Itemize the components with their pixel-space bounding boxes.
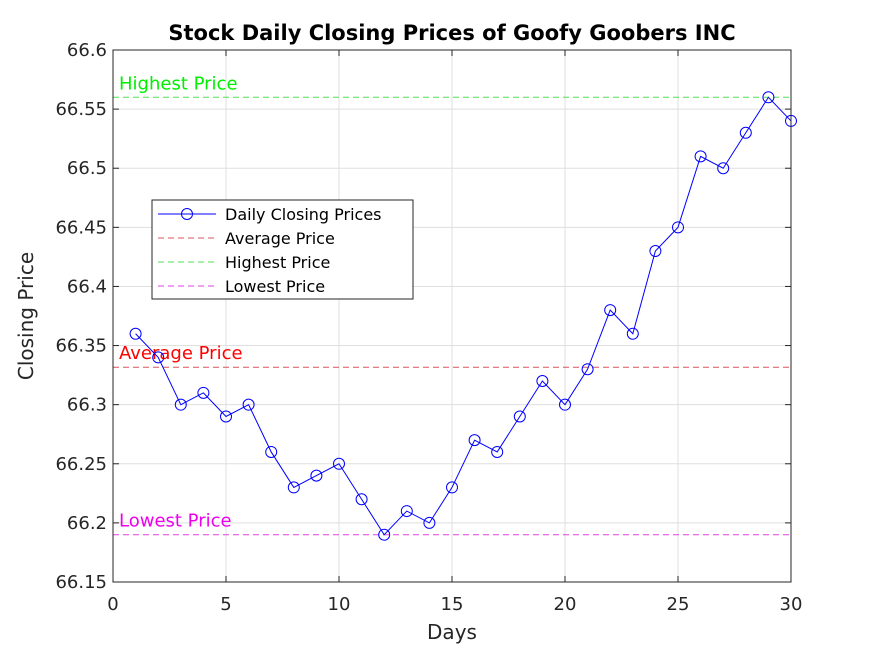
y-axis-label: Closing Price bbox=[14, 252, 38, 380]
chart-title: Stock Daily Closing Prices of Goofy Goob… bbox=[168, 21, 735, 45]
legend: Daily Closing Prices Average Price Highest… bbox=[151, 199, 414, 300]
average-price-annotation: Average Price bbox=[119, 343, 243, 364]
data-point bbox=[649, 244, 662, 257]
lowest-price-annotation: Lowest Price bbox=[119, 511, 232, 532]
data-point bbox=[626, 327, 639, 340]
data-point bbox=[287, 481, 300, 494]
y-tick-label: 66.45 bbox=[55, 217, 107, 238]
x-tick-label: 10 bbox=[328, 594, 351, 615]
data-point bbox=[513, 410, 526, 423]
data-point bbox=[559, 398, 571, 411]
data-point bbox=[536, 375, 549, 388]
data-point bbox=[423, 516, 436, 529]
data-point bbox=[152, 351, 165, 364]
legend-swatch-marker bbox=[181, 208, 193, 220]
legend-box bbox=[151, 199, 414, 300]
y-tick-label: 66.6 bbox=[67, 40, 107, 61]
data-point bbox=[174, 398, 187, 411]
y-tick-label: 66.15 bbox=[55, 572, 107, 593]
legend-label: Lowest Price bbox=[225, 277, 325, 296]
data-point bbox=[265, 445, 278, 458]
y-tick-label: 66.5 bbox=[67, 158, 107, 179]
y-tick-label: 66.25 bbox=[55, 454, 107, 475]
data-point bbox=[604, 304, 617, 317]
data-point bbox=[491, 445, 504, 458]
x-axis-label: Days bbox=[427, 620, 477, 644]
highest-price-annotation: Highest Price bbox=[119, 73, 238, 94]
data-point bbox=[242, 398, 255, 411]
y-tick-label: 66.2 bbox=[67, 513, 107, 534]
data-point bbox=[446, 481, 458, 494]
data-point bbox=[672, 221, 684, 234]
data-point bbox=[400, 505, 413, 518]
data-point bbox=[581, 363, 594, 376]
x-tick-label: 5 bbox=[220, 594, 231, 615]
data-point bbox=[310, 469, 323, 482]
y-tick-label: 66.55 bbox=[55, 99, 107, 120]
data-point bbox=[378, 528, 391, 541]
legend-label: Daily Closing Prices bbox=[225, 205, 382, 224]
x-tick-label: 15 bbox=[441, 594, 464, 615]
y-tick-label: 66.3 bbox=[67, 395, 107, 416]
data-point bbox=[220, 410, 232, 423]
data-point bbox=[717, 162, 730, 175]
x-tick-label: 0 bbox=[107, 594, 118, 615]
data-point bbox=[129, 327, 142, 340]
x-tick-label: 25 bbox=[667, 594, 690, 615]
series-layer bbox=[129, 91, 797, 541]
data-point bbox=[333, 457, 345, 470]
data-point bbox=[355, 493, 368, 506]
legend-label: Average Price bbox=[225, 229, 335, 248]
legend-label: Highest Price bbox=[225, 253, 330, 272]
y-tick-label: 66.35 bbox=[55, 336, 107, 357]
data-point bbox=[468, 434, 481, 447]
data-point bbox=[694, 150, 707, 163]
data-point bbox=[762, 91, 775, 104]
data-point bbox=[739, 126, 752, 139]
series-line bbox=[135, 96, 792, 536]
x-tick-label: 30 bbox=[780, 594, 803, 615]
y-tick-label: 66.4 bbox=[67, 276, 107, 297]
x-tick-label: 20 bbox=[554, 594, 577, 615]
ticks: 0 5 10 15 20 25 30 66.15 66.2 66.25 66.3 66.35 66.4 6… bbox=[55, 40, 802, 615]
data-point bbox=[197, 386, 210, 399]
